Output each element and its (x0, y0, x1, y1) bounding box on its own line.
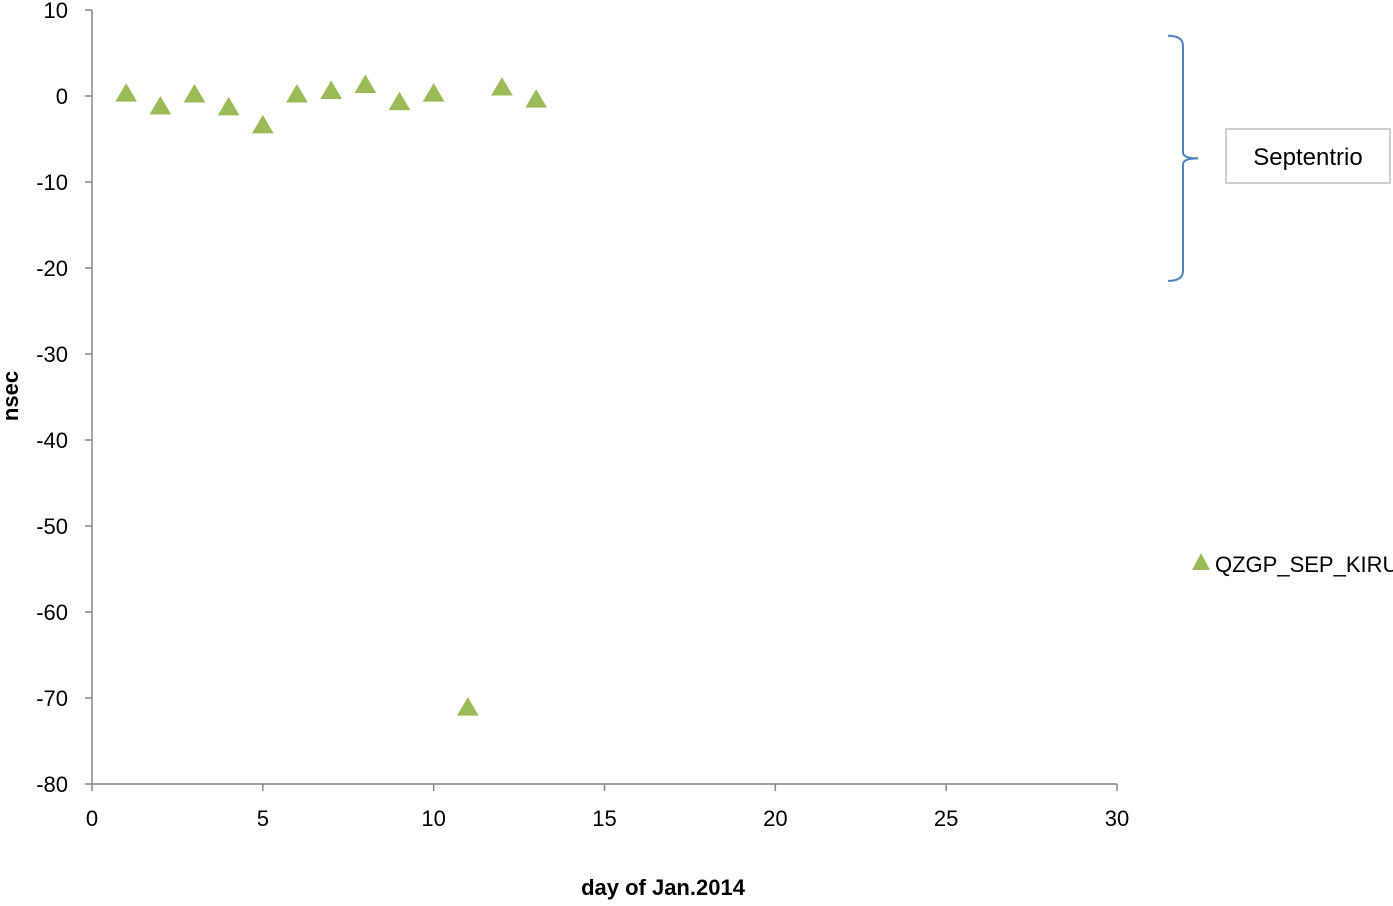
y-tick-label: -80 (36, 772, 68, 797)
x-tick-labels: 0 5 10 15 20 25 30 (86, 806, 1129, 831)
callout-label: Septentrio (1253, 144, 1362, 171)
data-point-triangle (286, 83, 308, 103)
y-tick-labels: 10 0 -10 -20 -30 -40 -50 -60 -70 -80 (36, 0, 68, 797)
data-points (115, 74, 548, 716)
x-tick-label: 25 (934, 806, 958, 831)
axes (85, 9, 1118, 791)
x-axis-title: day of Jan.2014 (581, 875, 746, 900)
data-point-triangle (491, 77, 513, 96)
bracket-callout-brace (1167, 34, 1199, 282)
y-axis-title: nsec (0, 371, 23, 421)
y-tick-label: -30 (36, 342, 68, 367)
y-tick-label: -50 (36, 514, 68, 539)
data-point-triangle (251, 114, 274, 134)
data-point-triangle (183, 83, 206, 103)
y-tick-label: -10 (36, 170, 68, 195)
x-tick-label: 20 (763, 806, 787, 831)
data-point-triangle (115, 83, 138, 102)
y-tick-label: 0 (56, 84, 68, 109)
x-tick-label: 30 (1105, 806, 1129, 831)
data-point-triangle (217, 96, 240, 116)
data-point-triangle (525, 89, 548, 108)
data-point-triangle (388, 91, 411, 111)
y-tick-label: -60 (36, 600, 68, 625)
data-point-triangle (422, 83, 445, 102)
y-tick-label: -20 (36, 256, 68, 281)
x-tick-label: 5 (257, 806, 269, 831)
x-tick-label: 0 (86, 806, 98, 831)
y-tick-label: -70 (36, 686, 68, 711)
x-tick-label: 10 (421, 806, 445, 831)
legend-marker-triangle-icon (1192, 553, 1210, 570)
callout-box (1225, 128, 1391, 184)
data-point-triangle (354, 74, 377, 93)
x-tick-label: 15 (592, 806, 616, 831)
data-point-triangle (149, 95, 172, 115)
y-tick-label: -40 (36, 428, 68, 453)
legend-entry-qzgp-sep-kiru: QZGP_SEP_KIRU (1215, 552, 1393, 577)
data-point-triangle (456, 697, 479, 716)
y-tick-label: 10 (44, 0, 68, 23)
data-point-triangle (320, 80, 343, 99)
